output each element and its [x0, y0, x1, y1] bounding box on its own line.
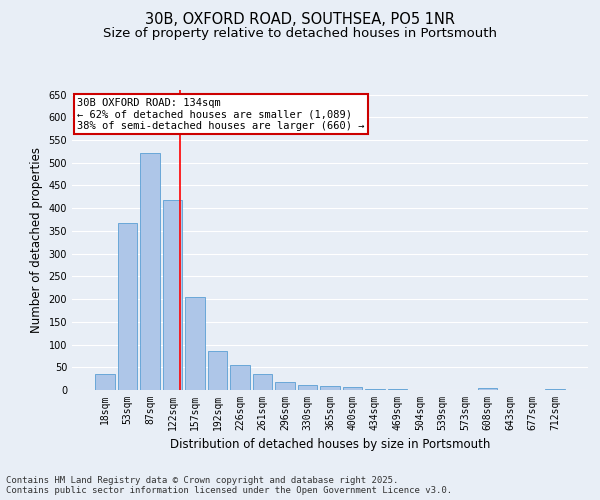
Bar: [118, 222, 137, 390]
Text: Contains HM Land Registry data © Crown copyright and database right 2025.
Contai: Contains HM Land Registry data © Crown c…: [6, 476, 452, 495]
Y-axis label: Number of detached properties: Number of detached properties: [30, 147, 43, 333]
Bar: [185, 297, 205, 390]
Bar: [343, 387, 362, 390]
Bar: [230, 365, 250, 390]
Bar: [163, 200, 182, 390]
Bar: [320, 386, 340, 390]
Bar: [140, 152, 160, 390]
Bar: [388, 389, 407, 390]
Text: 30B OXFORD ROAD: 134sqm
← 62% of detached houses are smaller (1,089)
38% of semi: 30B OXFORD ROAD: 134sqm ← 62% of detache…: [77, 98, 365, 130]
Bar: [275, 382, 295, 390]
X-axis label: Distribution of detached houses by size in Portsmouth: Distribution of detached houses by size …: [170, 438, 490, 452]
Bar: [298, 384, 317, 390]
Bar: [478, 388, 497, 390]
Bar: [365, 388, 385, 390]
Text: Size of property relative to detached houses in Portsmouth: Size of property relative to detached ho…: [103, 28, 497, 40]
Bar: [545, 388, 565, 390]
Bar: [95, 374, 115, 390]
Bar: [253, 374, 272, 390]
Text: 30B, OXFORD ROAD, SOUTHSEA, PO5 1NR: 30B, OXFORD ROAD, SOUTHSEA, PO5 1NR: [145, 12, 455, 28]
Bar: [208, 352, 227, 390]
